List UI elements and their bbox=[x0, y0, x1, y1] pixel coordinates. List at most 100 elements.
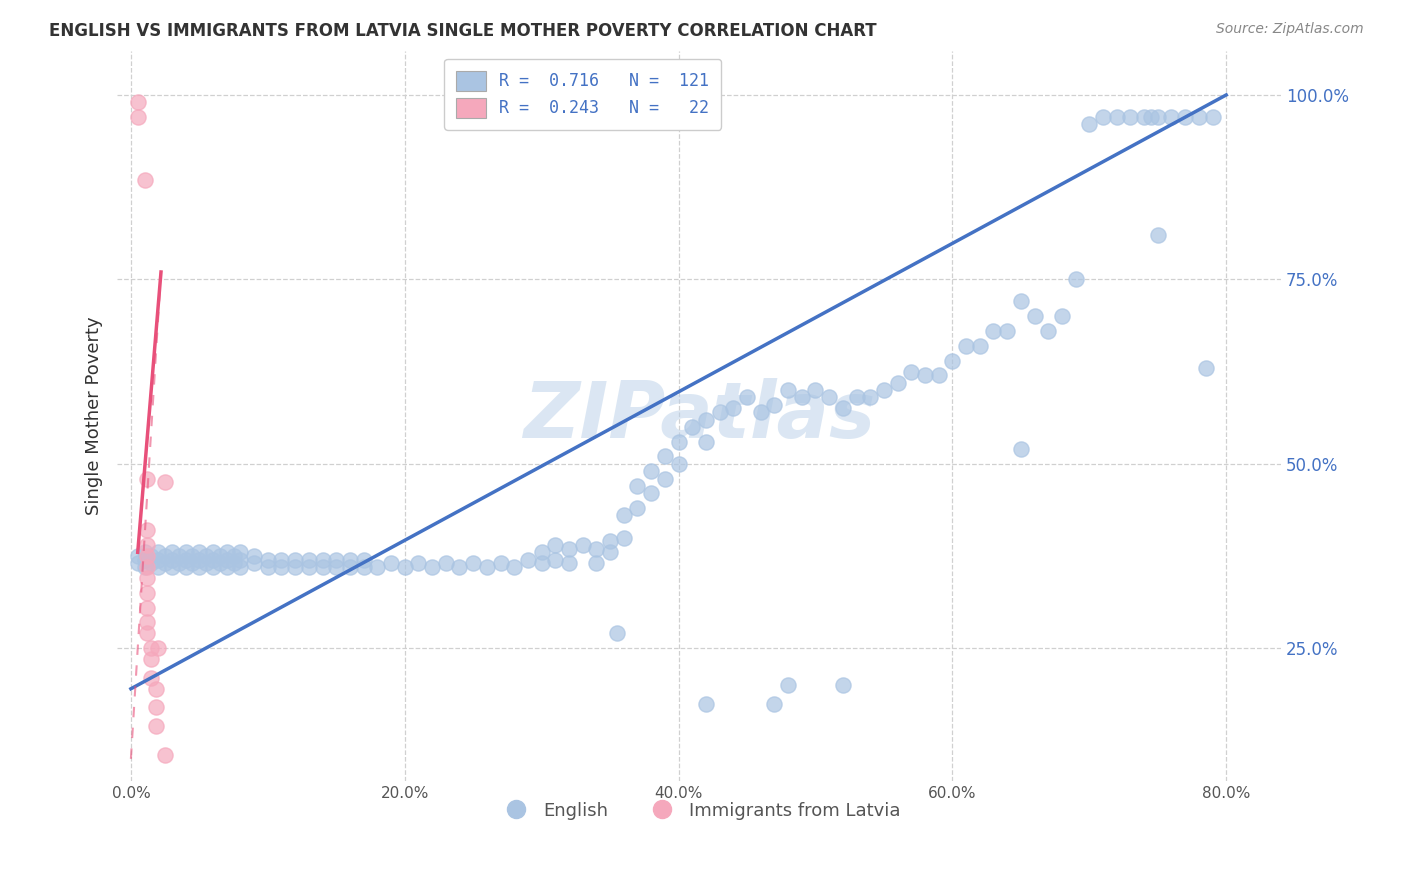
Point bbox=[208, 557, 231, 571]
Point bbox=[613, 531, 636, 545]
Point bbox=[626, 479, 648, 493]
Point bbox=[148, 545, 170, 559]
Point bbox=[145, 681, 167, 696]
Point bbox=[544, 552, 567, 566]
Point bbox=[270, 560, 292, 574]
Point bbox=[613, 508, 636, 523]
Point bbox=[284, 552, 307, 566]
Point bbox=[1119, 110, 1142, 124]
Point bbox=[141, 557, 163, 571]
Point bbox=[311, 552, 333, 566]
Point bbox=[339, 552, 361, 566]
Point bbox=[188, 560, 211, 574]
Point bbox=[668, 434, 690, 449]
Point bbox=[571, 538, 593, 552]
Point bbox=[222, 549, 245, 563]
Point bbox=[886, 376, 908, 390]
Point bbox=[174, 552, 197, 566]
Point bbox=[215, 560, 238, 574]
Point bbox=[160, 560, 183, 574]
Point bbox=[790, 391, 813, 405]
Point bbox=[668, 457, 690, 471]
Point bbox=[1188, 110, 1211, 124]
Point bbox=[353, 552, 375, 566]
Point bbox=[256, 560, 278, 574]
Point bbox=[606, 626, 628, 640]
Point bbox=[1105, 110, 1128, 124]
Point bbox=[136, 615, 159, 630]
Point bbox=[229, 545, 252, 559]
Point bbox=[544, 538, 567, 552]
Point bbox=[153, 557, 176, 571]
Point bbox=[763, 398, 786, 412]
Point bbox=[174, 560, 197, 574]
Point bbox=[599, 534, 621, 549]
Point bbox=[928, 368, 950, 383]
Point bbox=[1146, 110, 1168, 124]
Point bbox=[1195, 360, 1218, 375]
Point bbox=[181, 557, 204, 571]
Point bbox=[1010, 442, 1032, 456]
Text: Source: ZipAtlas.com: Source: ZipAtlas.com bbox=[1216, 22, 1364, 37]
Point bbox=[804, 383, 827, 397]
Point bbox=[1146, 228, 1168, 243]
Point bbox=[778, 383, 800, 397]
Point bbox=[141, 549, 163, 563]
Point bbox=[353, 560, 375, 574]
Point bbox=[1050, 310, 1073, 324]
Point bbox=[1038, 324, 1060, 338]
Point bbox=[380, 557, 402, 571]
Point bbox=[153, 475, 176, 490]
Point bbox=[489, 557, 512, 571]
Point bbox=[995, 324, 1018, 338]
Point bbox=[167, 549, 190, 563]
Point bbox=[145, 719, 167, 733]
Point bbox=[434, 557, 457, 571]
Point bbox=[325, 552, 347, 566]
Point bbox=[136, 626, 159, 640]
Point bbox=[749, 405, 772, 419]
Point bbox=[136, 538, 159, 552]
Point bbox=[153, 549, 176, 563]
Point bbox=[298, 560, 321, 574]
Point bbox=[831, 401, 853, 416]
Point bbox=[136, 571, 159, 585]
Point bbox=[449, 560, 471, 574]
Point bbox=[188, 545, 211, 559]
Point bbox=[778, 678, 800, 692]
Point bbox=[136, 471, 159, 485]
Point bbox=[141, 641, 163, 656]
Point bbox=[136, 600, 159, 615]
Point bbox=[256, 552, 278, 566]
Y-axis label: Single Mother Poverty: Single Mother Poverty bbox=[86, 317, 103, 516]
Point bbox=[585, 557, 607, 571]
Point bbox=[1174, 110, 1197, 124]
Point bbox=[640, 464, 662, 478]
Point bbox=[136, 523, 159, 537]
Point bbox=[818, 391, 841, 405]
Point bbox=[148, 641, 170, 656]
Point bbox=[626, 501, 648, 516]
Point bbox=[640, 486, 662, 500]
Point bbox=[188, 552, 211, 566]
Point bbox=[153, 748, 176, 763]
Point bbox=[859, 391, 882, 405]
Point bbox=[136, 560, 159, 574]
Point bbox=[270, 552, 292, 566]
Point bbox=[181, 549, 204, 563]
Point bbox=[408, 557, 430, 571]
Point bbox=[1024, 310, 1046, 324]
Point bbox=[202, 552, 225, 566]
Point bbox=[1091, 110, 1114, 124]
Point bbox=[695, 412, 717, 426]
Point bbox=[599, 545, 621, 559]
Point bbox=[174, 545, 197, 559]
Point bbox=[208, 549, 231, 563]
Point bbox=[585, 541, 607, 556]
Point bbox=[202, 545, 225, 559]
Point bbox=[311, 560, 333, 574]
Point bbox=[983, 324, 1005, 338]
Point bbox=[654, 471, 676, 485]
Point bbox=[955, 339, 977, 353]
Point bbox=[735, 391, 758, 405]
